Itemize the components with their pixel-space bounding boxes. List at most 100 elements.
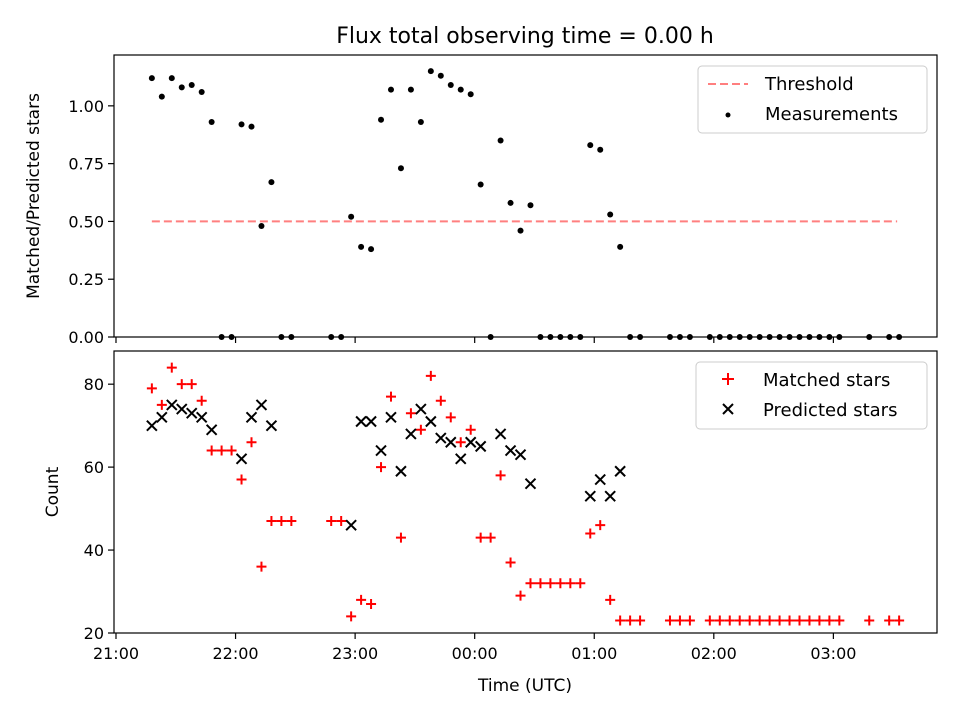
matched-star-point: [495, 470, 506, 481]
measurement-point: [208, 119, 215, 126]
measurement-point: [258, 223, 265, 230]
measurement-point: [378, 116, 385, 123]
matched-star-point: [246, 437, 257, 448]
measurement-point: [507, 199, 514, 206]
matched-star-point: [445, 412, 456, 423]
matched-star-point: [176, 379, 187, 390]
matched-star-point: [435, 395, 446, 406]
matched-star-point: [216, 445, 227, 456]
matched-star-point: [635, 615, 646, 626]
matched-star-point: [356, 594, 367, 605]
bottom-x-tick-label: 21:00: [93, 644, 139, 663]
matched-star-point: [236, 474, 247, 485]
legend-threshold-label: Threshold: [764, 74, 854, 95]
legend-measurements-label: Measurements: [765, 104, 898, 125]
measurement-point: [517, 227, 524, 234]
predicted-star-point: [425, 415, 437, 428]
matched-star-point: [555, 578, 566, 589]
predicted-star-point: [186, 407, 198, 419]
matched-star-point: [784, 615, 795, 626]
matched-star-point: [535, 578, 546, 589]
bottom-y-tick-label: 60: [84, 458, 104, 477]
top-x-ticks: [115, 337, 834, 343]
matched-star-point: [744, 615, 755, 626]
predicted-star-point: [474, 440, 487, 453]
predicted-star-point: [584, 490, 596, 502]
measurement-point: [358, 243, 365, 250]
matched-star-point: [156, 399, 167, 410]
predicted-star-point: [166, 399, 178, 411]
measurement-point: [597, 146, 604, 153]
predicted-star-point: [265, 419, 278, 432]
matched-star-point: [814, 615, 825, 626]
top-y-tick-label: 0.50: [68, 212, 104, 231]
legend-predicted-swatch: [722, 403, 734, 415]
predicted-star-point: [385, 411, 397, 424]
measurement-point: [178, 84, 185, 91]
top-y-tick-label: 0.75: [68, 155, 104, 174]
matched-star-point: [395, 532, 406, 543]
predicted-star-point: [365, 415, 377, 428]
measurement-point: [387, 86, 394, 93]
bottom-y-axis-label: Count: [43, 466, 63, 517]
matched-star-point: [615, 615, 626, 626]
matched-star-point: [605, 594, 616, 605]
bottom-x-axis-label: Time (UTC): [477, 676, 572, 696]
predicted-star-point: [235, 453, 248, 465]
matched-star-point: [595, 520, 606, 531]
matched-star-point: [525, 578, 536, 589]
predicted-star-point: [415, 403, 427, 415]
matched-star-point: [186, 379, 197, 390]
matched-star-point: [146, 383, 157, 394]
matched-star-point: [206, 445, 217, 456]
matched-star-point: [834, 615, 845, 626]
measurement-point: [527, 202, 534, 209]
matched-star-point: [346, 611, 357, 622]
matched-star-point: [226, 445, 237, 456]
predicted-star-point: [156, 411, 168, 424]
matched-star-point: [764, 615, 775, 626]
predicted-star-point: [205, 424, 218, 436]
matched-star-point: [475, 532, 486, 543]
measurement-point: [417, 119, 424, 126]
matched-star-point: [674, 615, 685, 626]
bottom-x-tick-label: 01:00: [571, 644, 617, 663]
matched-star-point: [326, 516, 337, 527]
top-axes-frame: [113, 54, 938, 338]
predicted-star-point: [405, 428, 417, 440]
matched-star-point: [405, 408, 416, 419]
matched-star-point: [565, 578, 576, 589]
matched-star-point: [336, 516, 347, 527]
predicted-star-point: [176, 403, 188, 415]
measurement-point: [158, 93, 165, 100]
measurement-point: [188, 82, 195, 89]
measurement-point: [467, 91, 474, 98]
matched-star-point: [884, 615, 895, 626]
bottom-x-tick-label: 22:00: [213, 644, 259, 663]
measurement-point: [238, 121, 245, 128]
top-y-tick-label: 0.00: [68, 328, 104, 347]
matched-star-point: [864, 615, 875, 626]
bottom-axes-frame: [113, 350, 938, 634]
bottom-y-tick-label: 80: [84, 375, 104, 394]
bottom-y-tick-label: 40: [84, 541, 104, 560]
matched-star-point: [415, 424, 426, 435]
bottom-x-tick-label: 23:00: [332, 644, 378, 663]
top-legend: Threshold Measurements: [697, 65, 928, 134]
matched-star-point: [465, 424, 476, 435]
legend-matched-label: Matched stars: [763, 370, 890, 391]
predicted-star-point: [464, 436, 477, 448]
matched-star-point: [824, 615, 835, 626]
matched-star-point: [664, 615, 675, 626]
matched-star-point: [425, 370, 436, 381]
predicted-star-point: [604, 490, 616, 502]
bottom-y-tick-label: 20: [84, 624, 104, 643]
top-legend-box: [697, 65, 928, 134]
predicted-star-point: [445, 436, 457, 448]
bottom-x-tick-label: 00:00: [452, 644, 498, 663]
matched-star-point: [366, 598, 377, 609]
predicted-star-point: [395, 465, 407, 477]
matched-star-point: [545, 578, 556, 589]
matched-star-point: [166, 362, 177, 373]
predicted-star-point: [146, 419, 158, 432]
